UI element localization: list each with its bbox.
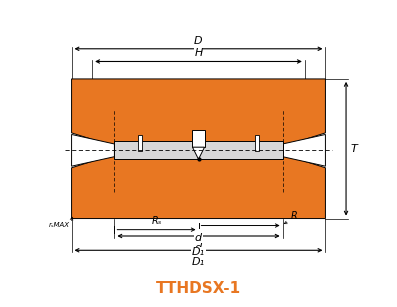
Text: T: T	[351, 144, 358, 154]
Bar	[138, 135, 142, 151]
Text: R: R	[291, 211, 297, 221]
Text: TTHDSX-1: TTHDSX-1	[156, 281, 241, 296]
Bar	[114, 142, 283, 159]
Polygon shape	[193, 147, 204, 159]
Polygon shape	[71, 154, 326, 219]
Bar	[193, 130, 204, 147]
Text: D: D	[194, 36, 203, 46]
Text: H: H	[194, 48, 203, 58]
Text: Rₛ: Rₛ	[151, 216, 162, 226]
Polygon shape	[71, 79, 326, 147]
Polygon shape	[283, 134, 326, 166]
Text: d: d	[195, 233, 202, 243]
Polygon shape	[71, 134, 114, 166]
Text: d: d	[195, 243, 202, 253]
Bar	[255, 135, 259, 151]
Text: rₛMAX: rₛMAX	[49, 222, 70, 228]
Text: D₁: D₁	[192, 247, 205, 257]
Text: D₁: D₁	[192, 257, 205, 267]
